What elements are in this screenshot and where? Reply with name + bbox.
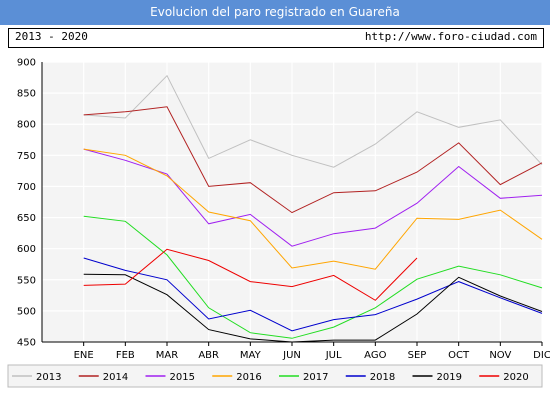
x-tick-label: ENE (74, 350, 94, 361)
chart-title: Evolucion del paro registrado en Guareña (0, 0, 550, 25)
series-line-2019 (83, 273, 543, 343)
x-tick-label: AGO (364, 350, 386, 361)
x-tick-label: ABR (198, 350, 219, 361)
y-tick-label: 750 (17, 151, 36, 162)
y-tick-label: 600 (17, 244, 36, 255)
x-tick-label: NOV (489, 350, 511, 361)
grid (42, 61, 543, 343)
x-tick-label: JUN (282, 350, 301, 361)
legend-label-2015: 2015 (170, 372, 195, 383)
legend-label-2016: 2016 (236, 372, 261, 383)
source-url: http://www.foro-ciudad.com (364, 30, 537, 43)
series-line-2014 (83, 106, 543, 214)
series-line-2017 (83, 215, 543, 339)
series-line-2013 (83, 74, 543, 168)
y-tick-label: 850 (17, 89, 36, 100)
x-tick-label: MAY (240, 350, 262, 361)
series-lines (83, 74, 543, 343)
x-tick-label: SEP (408, 350, 427, 361)
x-tick-label: OCT (448, 350, 470, 361)
legend-label-2014: 2014 (103, 372, 128, 383)
legend-label-2018: 2018 (370, 372, 395, 383)
legend-label-2020: 2020 (503, 372, 528, 383)
x-tick-label: JUL (325, 350, 342, 361)
y-tick-label: 500 (17, 306, 36, 317)
legend-label-2019: 2019 (437, 372, 462, 383)
series-line-2020 (83, 248, 418, 301)
series-line-2016 (83, 148, 543, 270)
y-tick-label: 800 (17, 120, 36, 131)
y-tick-label: 650 (17, 213, 36, 224)
info-bar: 2013 - 2020 http://www.foro-ciudad.com (8, 28, 544, 48)
legend-label-2013: 2013 (36, 372, 61, 383)
y-tick-label: 900 (17, 58, 36, 69)
period-label: 2013 - 2020 (15, 30, 88, 43)
series-line-2018 (83, 257, 543, 332)
x-tick-label: DIC (533, 350, 550, 361)
series-line-2015 (83, 148, 543, 247)
y-tick-label: 700 (17, 182, 36, 193)
y-tick-label: 550 (17, 275, 36, 286)
x-tick-label: MAR (156, 350, 178, 361)
legend-label-2017: 2017 (303, 372, 328, 383)
legend-box (7, 364, 543, 388)
x-tick-label: FEB (116, 350, 135, 361)
legend: 2013 2014 2015 2016 2017 2018 2019 2020 (7, 364, 543, 388)
y-tick-label: 450 (17, 338, 36, 349)
